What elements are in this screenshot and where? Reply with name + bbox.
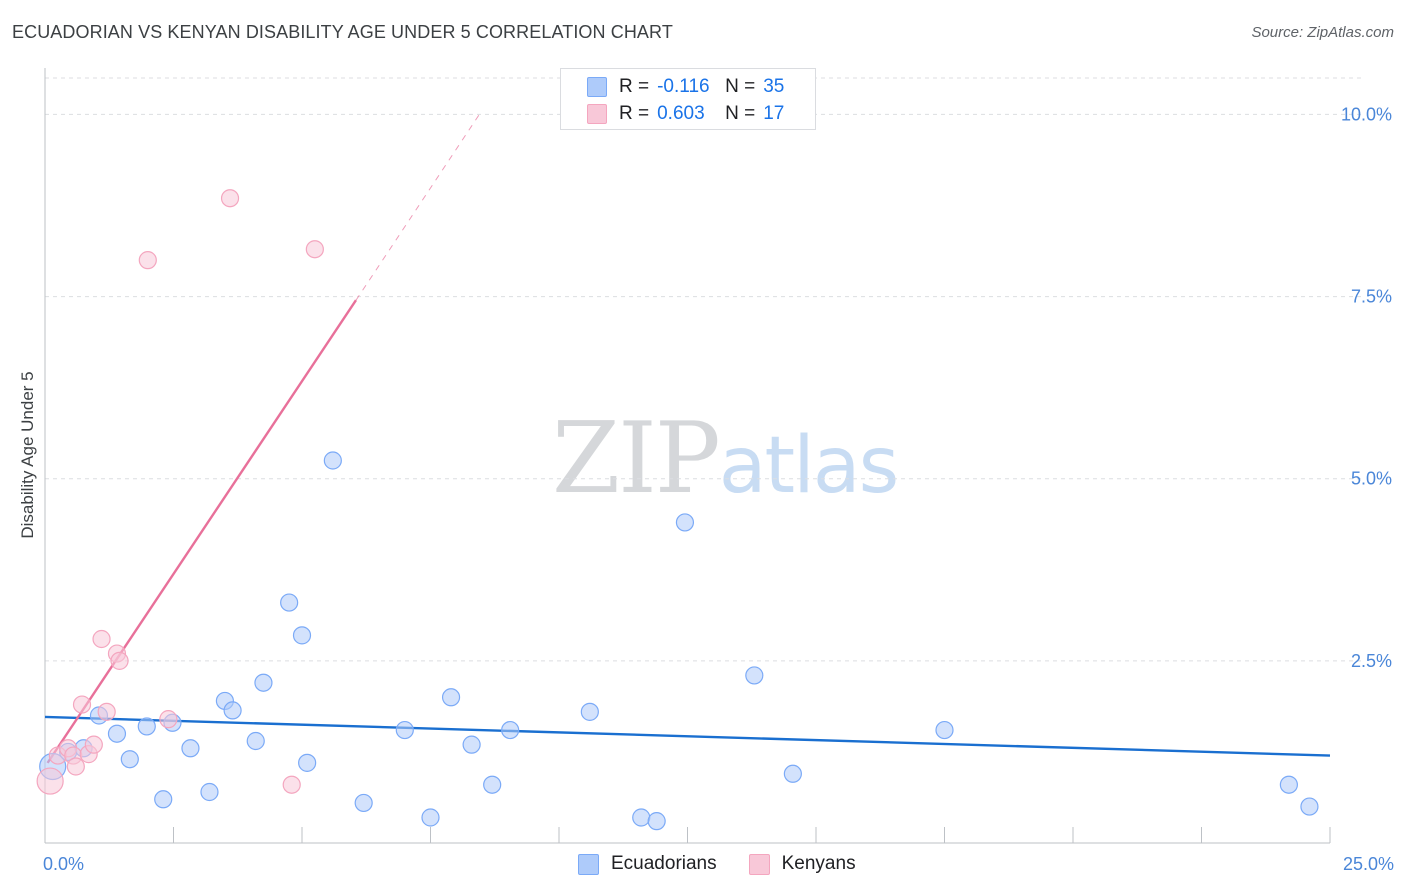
legend-n-value-kenyans: 17 <box>763 103 785 124</box>
point-kenyans <box>282 775 301 794</box>
legend-n-label: N = <box>725 76 756 97</box>
point-kenyans <box>110 651 129 670</box>
point-kenyans <box>66 757 85 776</box>
x-tick-label: 0.0% <box>43 854 84 874</box>
legend-n-value-ecuadorians: 35 <box>763 76 785 97</box>
point-kenyans <box>84 735 103 754</box>
y-tick-label: 5.0% <box>1351 469 1392 489</box>
point-ecuadorians <box>246 731 265 751</box>
legend-r-value-ecuadorians: -0.116 <box>657 76 710 97</box>
point-ecuadorians <box>137 717 156 736</box>
point-ecuadorians <box>154 790 173 809</box>
point-ecuadorians <box>254 673 273 692</box>
point-ecuadorians <box>323 451 342 470</box>
point-ecuadorians <box>462 735 481 754</box>
legend-label-ecuadorians: Ecuadorians <box>611 853 717 874</box>
legend-r-label: R = <box>619 103 650 124</box>
legend-swatch-kenyans <box>748 853 770 875</box>
tick-labels: 2.5% 5.0% 7.5% 10.0% 0.0% 25.0% <box>43 104 1394 874</box>
correlation-legend: R = -0.116 N = 35 R = 0.603 N = 17 <box>560 68 816 130</box>
legend-swatch-ecuadorians <box>587 77 607 97</box>
point-kenyans <box>159 710 178 729</box>
point-kenyans <box>97 702 116 721</box>
x-tick-label: 25.0% <box>1343 854 1394 874</box>
point-ecuadorians <box>675 513 695 532</box>
legend-r-label: R = <box>619 76 650 97</box>
point-ecuadorians <box>483 775 502 794</box>
point-ecuadorians <box>580 702 599 721</box>
legend-r-value-kenyans: 0.603 <box>657 103 705 124</box>
series-legend: Ecuadorians Kenyans <box>578 851 888 877</box>
point-ecuadorians <box>120 750 139 769</box>
point-ecuadorians <box>783 764 802 783</box>
point-kenyans <box>36 767 64 795</box>
point-ecuadorians <box>223 701 242 720</box>
y-tick-label: 10.0% <box>1341 104 1392 124</box>
legend-n-label: N = <box>725 103 756 124</box>
point-kenyans <box>138 251 157 270</box>
point-ecuadorians <box>745 666 764 685</box>
point-ecuadorians <box>441 688 461 707</box>
gridlines <box>45 77 1365 662</box>
point-ecuadorians <box>501 720 520 740</box>
point-kenyans <box>72 695 92 714</box>
axes <box>44 68 1331 844</box>
legend-swatch-kenyans <box>587 104 607 124</box>
point-ecuadorians <box>181 739 200 758</box>
y-tick-label: 7.5% <box>1351 287 1392 307</box>
trendlines <box>44 114 1331 764</box>
point-ecuadorians <box>632 808 651 827</box>
y-tick-label: 2.5% <box>1351 651 1392 671</box>
point-ecuadorians <box>298 753 317 772</box>
legend-label-kenyans: Kenyans <box>781 853 856 874</box>
legend-row-ecuadorians: R = -0.116 N = 35 <box>587 75 784 99</box>
point-kenyans <box>220 189 240 208</box>
trendline-ecuadorians <box>44 715 1331 757</box>
point-ecuadorians <box>1279 775 1298 794</box>
source-label: Source: ZipAtlas.com <box>1251 24 1394 41</box>
point-kenyans <box>305 240 324 259</box>
point-kenyans <box>92 629 111 649</box>
legend-item-kenyans[interactable]: Kenyans <box>748 853 856 875</box>
data-points <box>36 189 1319 831</box>
legend-item-ecuadorians[interactable]: Ecuadorians <box>578 853 717 875</box>
point-ecuadorians <box>292 626 312 645</box>
trendline-kenyans <box>46 299 357 764</box>
point-ecuadorians <box>354 793 373 813</box>
legend-swatch-ecuadorians <box>578 853 599 875</box>
chart-title: ECUADORIAN VS KENYAN DISABILITY AGE UNDE… <box>12 22 673 42</box>
point-ecuadorians <box>421 808 440 827</box>
point-ecuadorians <box>647 812 666 831</box>
legend-row-kenyans: R = 0.603 N = 17 <box>587 102 784 126</box>
point-ecuadorians <box>935 720 954 740</box>
point-ecuadorians <box>107 724 127 743</box>
point-ecuadorians <box>280 593 299 612</box>
point-ecuadorians <box>395 720 414 740</box>
point-ecuadorians <box>200 782 219 802</box>
trendline-kenyans <box>355 114 480 301</box>
point-ecuadorians <box>1300 797 1319 816</box>
